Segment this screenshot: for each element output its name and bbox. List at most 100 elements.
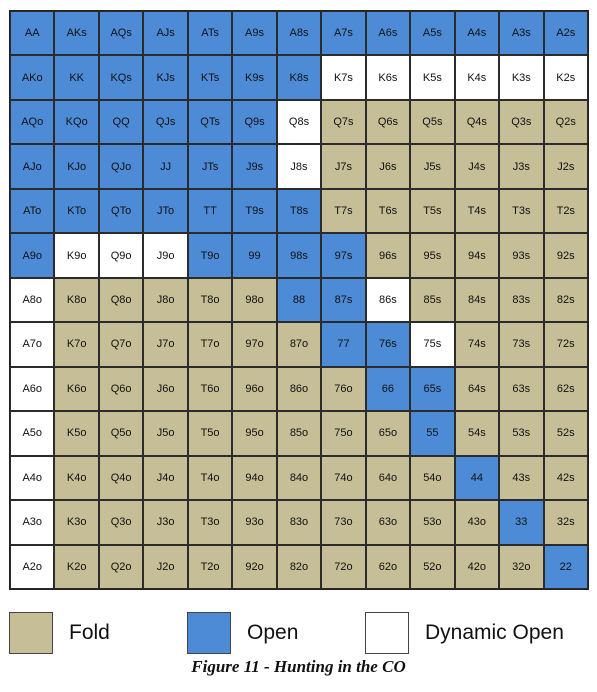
- hand-cell-j7s: J7s: [321, 144, 366, 189]
- hand-cell-a9o: A9o: [10, 233, 55, 278]
- hand-cell-73s: 73s: [499, 322, 544, 367]
- hand-cell-62o: 62o: [365, 544, 411, 589]
- hand-cell-kjo: KJo: [54, 144, 99, 189]
- hand-cell-98o: 98o: [232, 277, 277, 323]
- hand-cell-98s: 98s: [276, 233, 322, 278]
- hand-cell-63s: 63s: [499, 366, 544, 412]
- hand-cell-a4s: A4s: [454, 11, 500, 56]
- hand-cell-54o: 54o: [410, 455, 455, 501]
- hand-cell-93o: 93o: [232, 500, 277, 545]
- hand-cell-aks: AKs: [54, 11, 99, 56]
- hand-cell-j5o: J5o: [143, 411, 188, 456]
- hand-cell-75s: 75s: [410, 322, 455, 367]
- hand-cell-96s: 96s: [365, 233, 411, 278]
- hand-cell-42s: 42s: [543, 455, 588, 501]
- hand-cell-qjs: QJs: [143, 99, 188, 145]
- hand-cell-55: 55: [410, 411, 455, 456]
- hand-cell-43o: 43o: [454, 500, 500, 545]
- hand-cell-q6s: Q6s: [365, 99, 411, 145]
- hand-cell-j4s: J4s: [454, 144, 500, 189]
- hand-cell-q4o: Q4o: [98, 455, 144, 501]
- hand-cell-aqo: AQo: [10, 99, 55, 145]
- hand-cell-65s: 65s: [410, 366, 455, 412]
- hand-cell-j6s: J6s: [365, 144, 411, 189]
- hand-cell-j2s: J2s: [543, 144, 588, 189]
- hand-cell-97s: 97s: [321, 233, 366, 278]
- hand-cell-97o: 97o: [232, 322, 277, 367]
- hand-cell-96o: 96o: [232, 366, 277, 412]
- hand-cell-a9s: A9s: [232, 11, 277, 56]
- hand-cell-83s: 83s: [499, 277, 544, 323]
- hand-cell-87o: 87o: [276, 322, 322, 367]
- figure-caption: Figure 11 - Hunting in the CO: [191, 657, 406, 676]
- hand-cell-q3o: Q3o: [98, 500, 144, 545]
- hand-cell-kto: KTo: [54, 188, 99, 234]
- hand-cell-t3o: T3o: [187, 500, 233, 545]
- hand-cell-85s: 85s: [410, 277, 455, 323]
- hand-cell-t8o: T8o: [187, 277, 233, 323]
- hand-cell-qq: QQ: [98, 99, 144, 145]
- hand-cell-82o: 82o: [276, 544, 322, 589]
- hand-cell-k9o: K9o: [54, 233, 99, 278]
- hand-cell-q7s: Q7s: [321, 99, 366, 145]
- hand-cell-q2s: Q2s: [543, 99, 588, 145]
- hand-cell-99: 99: [232, 233, 277, 278]
- hand-cell-53o: 53o: [410, 500, 455, 545]
- hand-cell-43s: 43s: [499, 455, 544, 501]
- hand-cell-76s: 76s: [365, 322, 411, 367]
- hand-cell-q5o: Q5o: [98, 411, 144, 456]
- legend-item-open: Open: [187, 609, 298, 657]
- hand-cell-42o: 42o: [454, 544, 500, 589]
- hand-cell-t7o: T7o: [187, 322, 233, 367]
- legend-item-fold: Fold: [9, 609, 110, 657]
- hand-cell-72o: 72o: [321, 544, 366, 589]
- hand-cell-j9o: J9o: [143, 233, 188, 278]
- hand-cell-83o: 83o: [276, 500, 322, 545]
- hand-cell-j3s: J3s: [499, 144, 544, 189]
- hand-cell-k6s: K6s: [365, 55, 411, 100]
- hand-cell-k2s: K2s: [543, 55, 588, 100]
- hand-cell-75o: 75o: [321, 411, 366, 456]
- hand-cell-j2o: J2o: [143, 544, 188, 589]
- hand-cell-q4s: Q4s: [454, 99, 500, 145]
- hand-cell-k5s: K5s: [410, 55, 455, 100]
- hand-cell-73o: 73o: [321, 500, 366, 545]
- hand-cell-kjs: KJs: [143, 55, 188, 100]
- legend-label-fold: Fold: [69, 621, 110, 644]
- hand-cell-q3s: Q3s: [499, 99, 544, 145]
- hand-cell-k9s: K9s: [232, 55, 277, 100]
- hand-cell-qjo: QJo: [98, 144, 144, 189]
- hand-cell-kqo: KQo: [54, 99, 99, 145]
- hand-cell-t5s: T5s: [410, 188, 455, 234]
- hand-cell-a5s: A5s: [410, 11, 455, 56]
- hand-cell-t3s: T3s: [499, 188, 544, 234]
- hand-cell-jts: JTs: [187, 144, 233, 189]
- hand-cell-jj: JJ: [143, 144, 188, 189]
- hand-cell-q8s: Q8s: [276, 99, 322, 145]
- hand-cell-q6o: Q6o: [98, 366, 144, 412]
- legend-label-open: Open: [247, 621, 299, 644]
- hand-cell-94o: 94o: [232, 455, 277, 501]
- hand-cell-k4o: K4o: [54, 455, 99, 501]
- hand-cell-86s: 86s: [365, 277, 411, 323]
- hand-cell-j8s: J8s: [276, 144, 322, 189]
- hand-cell-t8s: T8s: [276, 188, 322, 234]
- hand-cell-74s: 74s: [454, 322, 500, 367]
- hand-cell-ato: ATo: [10, 188, 55, 234]
- hand-cell-63o: 63o: [365, 500, 411, 545]
- hand-cell-52s: 52s: [543, 411, 588, 456]
- hand-cell-a8o: A8o: [10, 277, 55, 323]
- hand-cell-q8o: Q8o: [98, 277, 144, 323]
- hand-cell-j3o: J3o: [143, 500, 188, 545]
- hand-cell-ats: ATs: [187, 11, 233, 56]
- hand-cell-k5o: K5o: [54, 411, 99, 456]
- hand-cell-44: 44: [454, 455, 500, 501]
- hand-cell-85o: 85o: [276, 411, 322, 456]
- hand-cell-k6o: K6o: [54, 366, 99, 412]
- hand-cell-a4o: A4o: [10, 455, 55, 501]
- hand-cell-32s: 32s: [543, 500, 588, 545]
- hand-cell-j6o: J6o: [143, 366, 188, 412]
- hand-cell-66: 66: [365, 366, 411, 412]
- hand-cell-95o: 95o: [232, 411, 277, 456]
- hand-cell-q5s: Q5s: [410, 99, 455, 145]
